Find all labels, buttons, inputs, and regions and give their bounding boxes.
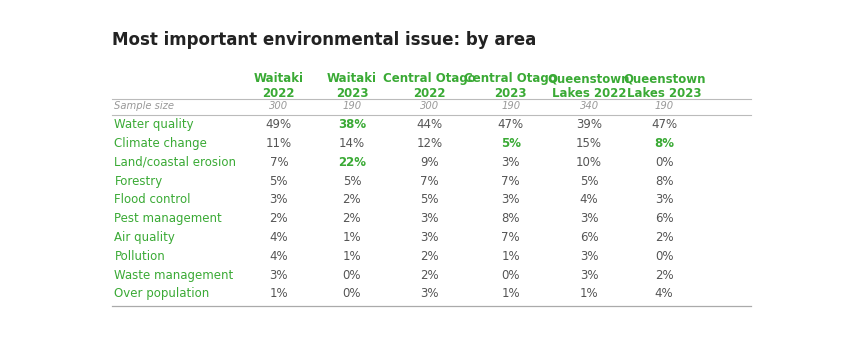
Text: 0%: 0% [655,250,674,263]
Text: 11%: 11% [266,137,292,150]
Text: 3%: 3% [502,156,520,169]
Text: 4%: 4% [269,231,288,244]
Text: 7%: 7% [420,175,439,187]
Text: 4%: 4% [269,250,288,263]
Text: 1%: 1% [343,231,361,244]
Text: 340: 340 [579,101,599,111]
Text: 6%: 6% [655,212,674,225]
Text: 1%: 1% [502,287,520,300]
Text: 0%: 0% [343,287,361,300]
Text: 2%: 2% [343,193,361,206]
Text: Air quality: Air quality [115,231,175,244]
Text: 10%: 10% [576,156,602,169]
Text: Central Otago
2022: Central Otago 2022 [383,72,476,100]
Text: 5%: 5% [580,175,599,187]
Text: 1%: 1% [502,250,520,263]
Text: 300: 300 [269,101,289,111]
Text: Water quality: Water quality [115,118,194,131]
Text: 12%: 12% [416,137,442,150]
Text: Forestry: Forestry [115,175,163,187]
Text: 2%: 2% [420,250,439,263]
Text: 47%: 47% [498,118,524,131]
Text: 49%: 49% [266,118,292,131]
Text: 9%: 9% [420,156,439,169]
Text: 190: 190 [343,101,361,111]
Text: 3%: 3% [420,287,439,300]
Text: 300: 300 [419,101,439,111]
Text: Queenstown
Lakes 2022: Queenstown Lakes 2022 [548,72,631,100]
Text: Land/coastal erosion: Land/coastal erosion [115,156,237,169]
Text: 3%: 3% [580,268,599,282]
Text: 3%: 3% [269,268,288,282]
Text: 3%: 3% [580,250,599,263]
Text: Flood control: Flood control [115,193,191,206]
Text: 8%: 8% [502,212,520,225]
Text: 1%: 1% [343,250,361,263]
Text: Over population: Over population [115,287,210,300]
Text: 3%: 3% [420,212,439,225]
Text: 44%: 44% [416,118,442,131]
Text: 8%: 8% [654,137,674,150]
Text: 2%: 2% [420,268,439,282]
Text: 3%: 3% [502,193,520,206]
Text: Waste management: Waste management [115,268,233,282]
Text: 3%: 3% [580,212,599,225]
Text: 5%: 5% [269,175,288,187]
Text: Climate change: Climate change [115,137,207,150]
Text: 190: 190 [501,101,520,111]
Text: 0%: 0% [343,268,361,282]
Text: Most important environmental issue: by area: Most important environmental issue: by a… [112,31,536,48]
Text: 22%: 22% [338,156,366,169]
Text: Sample size: Sample size [115,101,174,111]
Text: Central Otago
2023: Central Otago 2023 [465,72,557,100]
Text: 5%: 5% [501,137,521,150]
Text: 38%: 38% [338,118,366,131]
Text: 15%: 15% [576,137,602,150]
Text: 3%: 3% [420,231,439,244]
Text: 4%: 4% [655,287,674,300]
Text: 39%: 39% [576,118,602,131]
Text: 7%: 7% [502,231,520,244]
Text: Pollution: Pollution [115,250,165,263]
Text: 14%: 14% [338,137,365,150]
Text: 2%: 2% [269,212,288,225]
Text: 7%: 7% [502,175,520,187]
Text: 7%: 7% [269,156,288,169]
Text: 3%: 3% [269,193,288,206]
Text: 0%: 0% [655,156,674,169]
Text: Waitaki
2022: Waitaki 2022 [253,72,304,100]
Text: 1%: 1% [580,287,599,300]
Text: 3%: 3% [655,193,674,206]
Text: 190: 190 [654,101,674,111]
Text: Pest management: Pest management [115,212,222,225]
Text: Queenstown
Lakes 2023: Queenstown Lakes 2023 [623,72,706,100]
Text: 2%: 2% [655,268,674,282]
Text: 47%: 47% [651,118,677,131]
Text: 8%: 8% [655,175,674,187]
Text: 0%: 0% [502,268,520,282]
Text: 5%: 5% [420,193,439,206]
Text: 5%: 5% [343,175,361,187]
Text: Waitaki
2023: Waitaki 2023 [327,72,377,100]
Text: 4%: 4% [580,193,599,206]
Text: 1%: 1% [269,287,288,300]
Text: 2%: 2% [343,212,361,225]
Text: 6%: 6% [580,231,599,244]
Text: 2%: 2% [655,231,674,244]
